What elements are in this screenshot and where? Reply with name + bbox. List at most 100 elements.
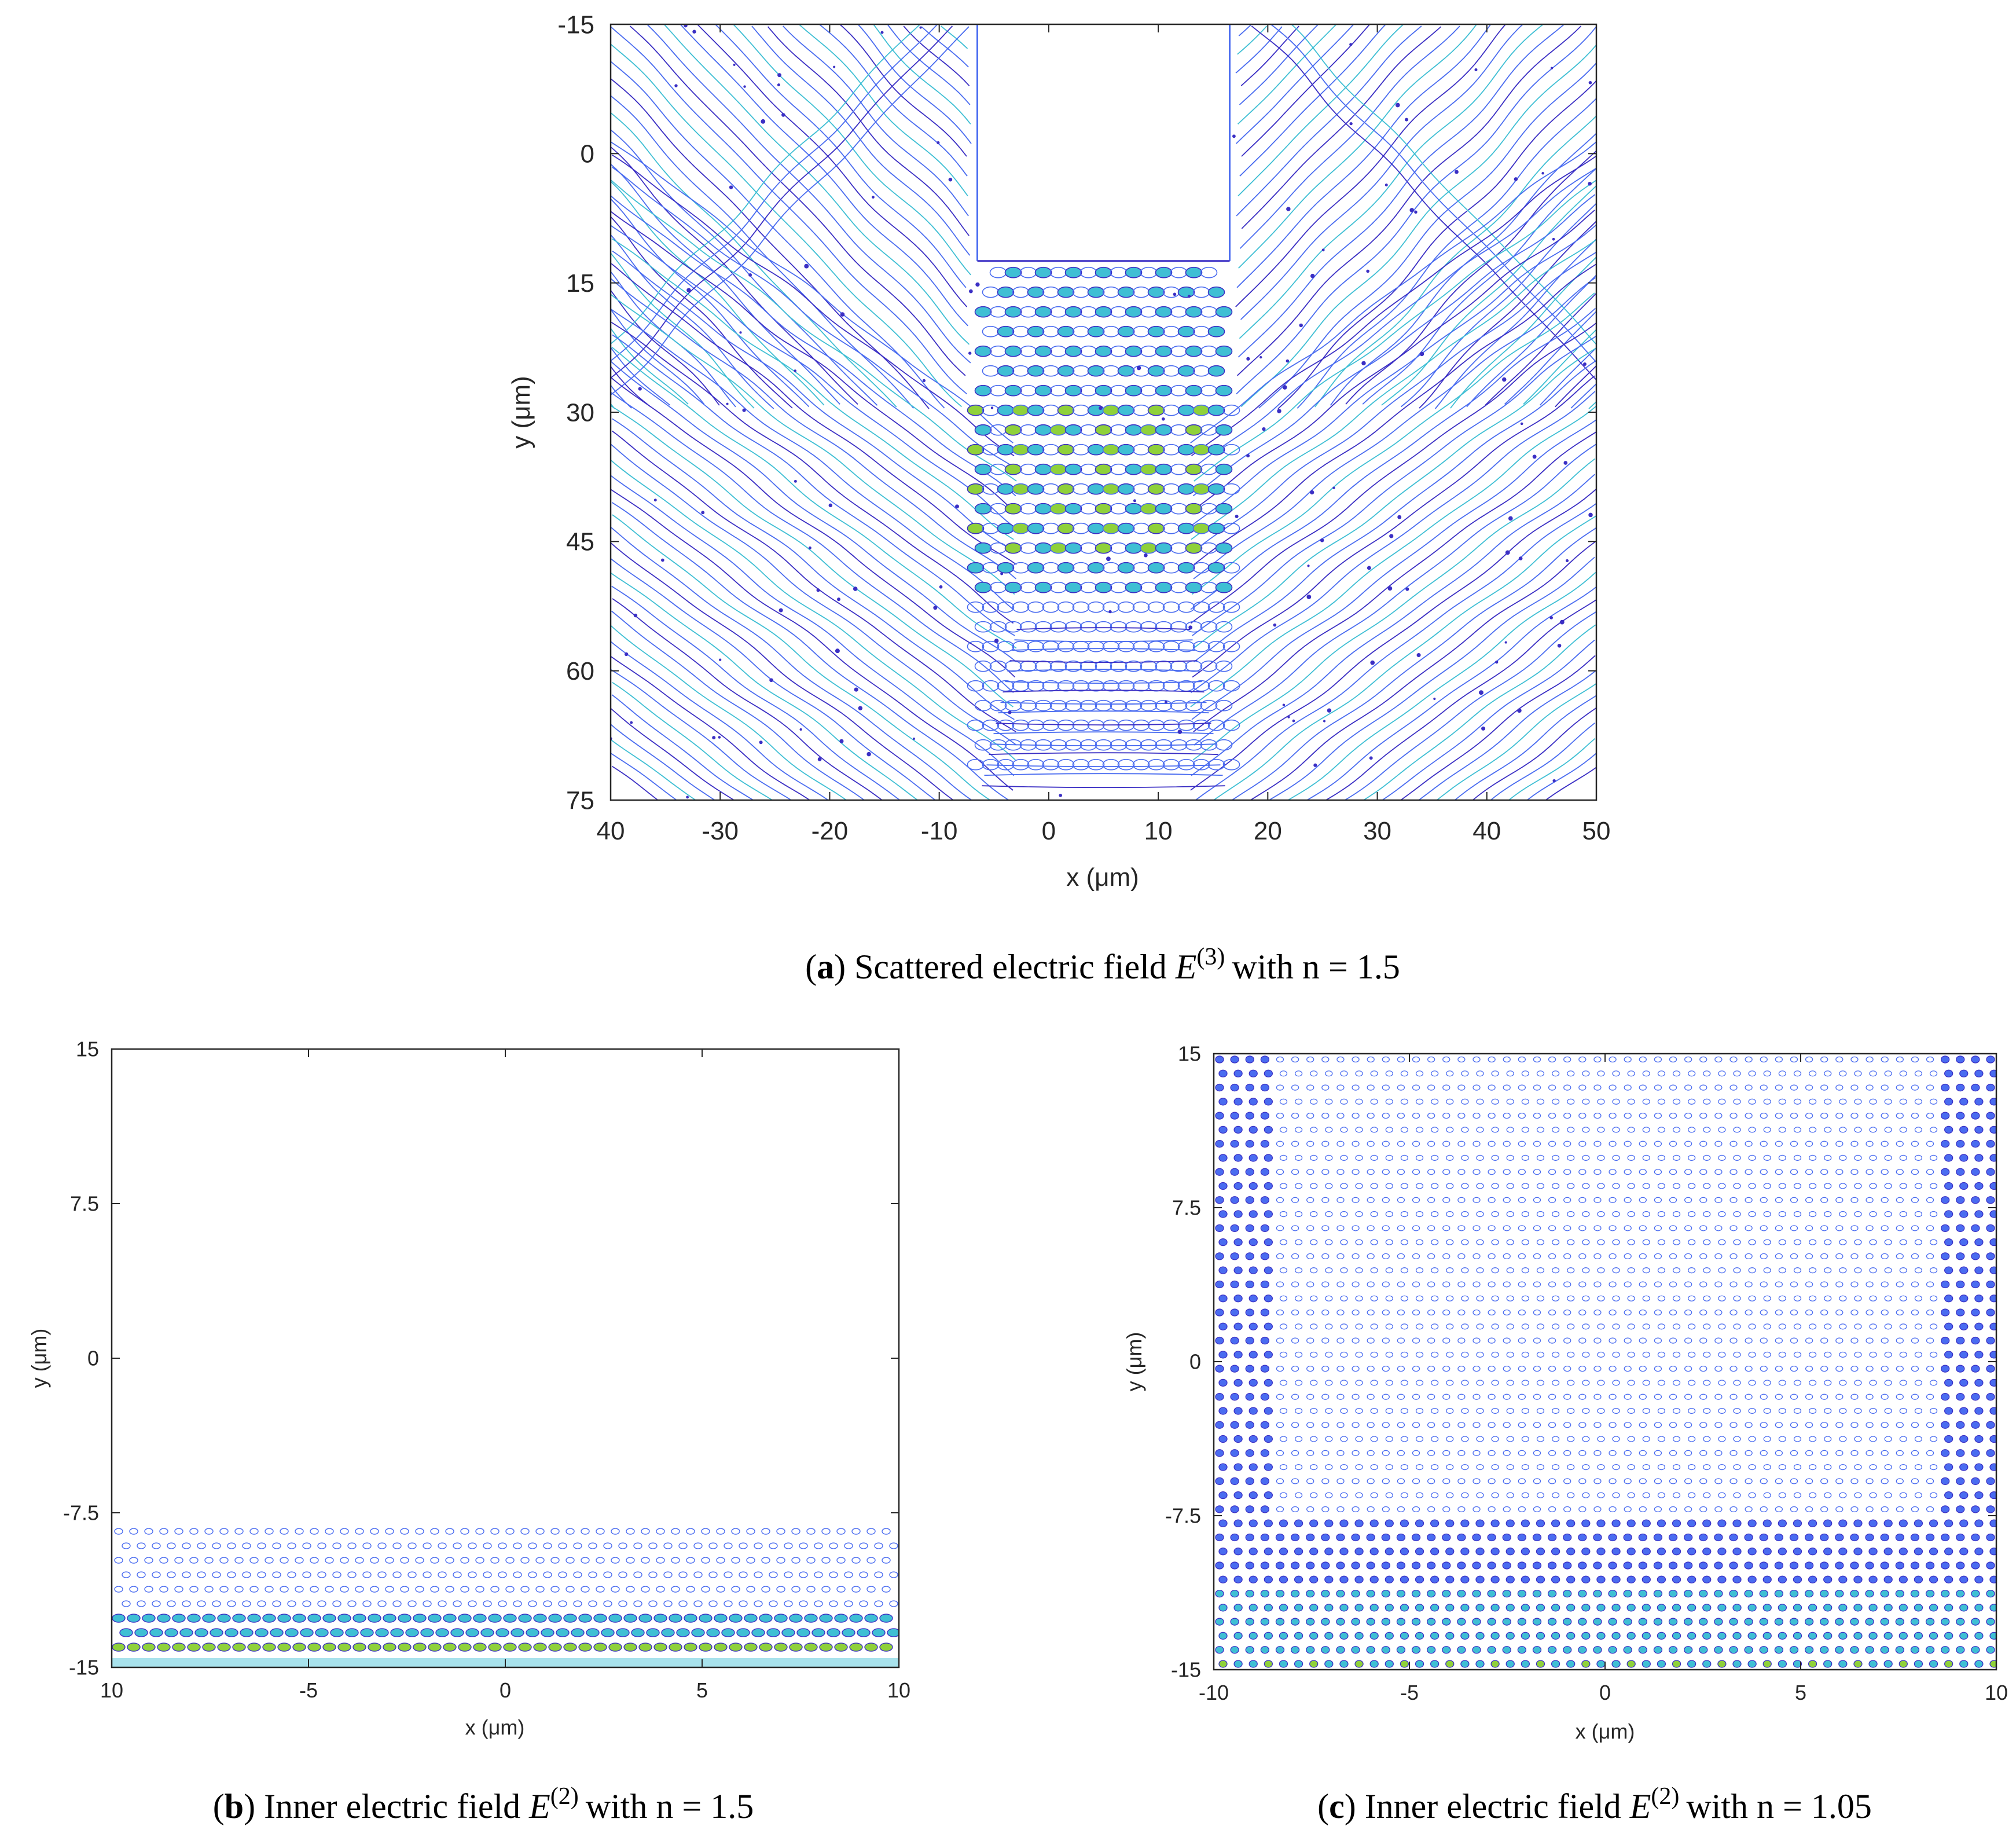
inner-field-cell [1623,1646,1632,1654]
inner-field-cell [1566,1575,1576,1583]
inner-field-cell [1793,1631,1802,1640]
inner-field-cell [1974,1463,1984,1471]
inner-field-cell [1884,1267,1892,1274]
contour-line [611,459,1016,761]
inner-field-cell [1218,1660,1228,1668]
inner-field-cell [714,1614,728,1623]
inner-field-cell [1868,1604,1878,1612]
inner-field-cell [1276,1478,1284,1484]
inner-field-cell [1956,1477,1965,1486]
inner-field-cell [1612,1070,1620,1077]
interference-cell [1207,404,1225,416]
inner-field-cell [859,1571,868,1578]
inner-field-cell [458,1614,472,1623]
inner-field-cell [1461,1464,1469,1471]
inner-field-cell [1835,1281,1844,1288]
inner-field-cell [799,1600,808,1607]
inner-field-cell [746,1557,755,1564]
inner-field-cell [1476,1492,1484,1498]
contour-line [611,365,651,408]
interference-cell [1079,542,1097,554]
inner-field-cell [1442,1533,1451,1542]
inner-field-cell [1397,1084,1405,1091]
inner-field-cell [1597,1436,1605,1442]
inner-field-cell [1397,1112,1405,1119]
interference-cell [1215,503,1233,515]
inner-field-cell [1760,1506,1768,1513]
inner-field-cell [1959,1604,1969,1612]
inner-field-cell [204,1557,214,1564]
inner-field-cell [1488,1394,1496,1400]
inner-field-cell [573,1542,582,1549]
interference-cell [1027,640,1045,652]
interference-cell [1192,758,1210,771]
inner-field-cell [1366,1618,1375,1626]
interference-cell [1140,542,1158,554]
inner-field-cell [882,1586,891,1593]
inner-field-cell [1457,1056,1466,1063]
contour-line [611,26,970,396]
inner-field-cell [1563,1589,1572,1598]
inner-field-cell [1276,1309,1284,1316]
inner-field-cell [1412,1450,1420,1456]
inner-field-cell [851,1557,861,1564]
inner-field-cell [1518,1225,1526,1231]
inner-field-cell [1899,1127,1907,1133]
inner-field-cell [1532,1589,1542,1598]
y-tick-label: 7.5 [70,1192,99,1216]
inner-field-cell [1959,1463,1969,1471]
inner-field-cell [1778,1098,1787,1105]
contour-dot [1550,67,1554,69]
inner-field-cell [1367,1197,1375,1203]
inner-field-cell [1718,1351,1726,1358]
interference-cell [1132,325,1150,338]
inner-field-cell [1684,1169,1692,1175]
inner-field-cell [1944,1548,1953,1556]
inner-field-cell [1805,1365,1813,1372]
inner-field-cell [212,1571,221,1578]
inner-field-cell [1336,1169,1345,1175]
inner-field-cell [1940,1196,1950,1204]
x-tick-label: 50 [1582,817,1611,845]
inner-field-cell [1657,1380,1666,1386]
contour-line [1240,25,1299,86]
interference-cell [1087,286,1105,298]
inner-field-cell [631,1628,645,1637]
inner-field-cell [1971,1477,1980,1486]
caption-a-field: E [1175,948,1197,986]
interference-cell [1162,483,1180,495]
inner-field-cell [1926,1365,1934,1372]
inner-field-cell [468,1600,477,1607]
inner-field-cell [1354,1519,1364,1527]
contour-line [1193,431,1596,732]
interference-cell [997,365,1015,377]
inner-field-cell [819,1614,833,1623]
inner-field-cell [1838,1548,1848,1556]
inner-field-cell [1944,1238,1953,1246]
inner-field-cell [1521,1660,1530,1668]
inner-field-cell [1639,1394,1647,1400]
contour-dot [1361,361,1366,366]
inner-field-cell [1457,1589,1466,1598]
inner-field-cell [1294,1323,1303,1330]
inner-field-cell [1805,1450,1813,1456]
inner-field-cell [1385,1464,1393,1471]
inner-field-cell [1881,1253,1889,1260]
inner-field-cell [1596,1660,1606,1668]
inner-field-cell [1866,1309,1874,1316]
inner-field-cell [1653,1589,1663,1598]
contour-line [0,22,285,408]
interference-cell [1042,325,1060,338]
inner-field-cell [1264,1210,1273,1218]
inner-field-cell [1215,1533,1224,1542]
panel-c-x-axis-label: x (μm) [1576,1719,1635,1743]
inner-field-cell [1260,1168,1270,1176]
inner-field-cell [1215,1421,1224,1429]
inner-field-cell [1823,1660,1833,1668]
inner-field-cell [1733,1183,1741,1189]
inner-field-cell [1808,1631,1817,1640]
inner-field-cell [1578,1141,1587,1147]
inner-field-cell [1476,1380,1484,1386]
inner-field-cell [550,1586,560,1593]
inner-field-cell [1563,1646,1572,1654]
